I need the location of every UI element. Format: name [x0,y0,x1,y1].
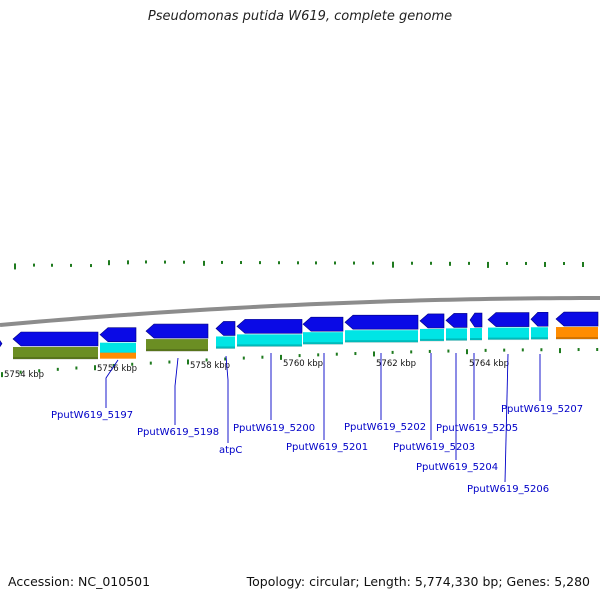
cog-segment [531,327,548,340]
gene-label-5205[interactable]: PputW619_5205 [436,423,518,434]
gene-label-5197[interactable]: PputW619_5197 [51,410,133,421]
cog-segment-shadow [237,344,302,347]
cds-arrow [215,321,236,336]
cog-segment-shadow [446,338,467,341]
cds-arrow [99,327,137,342]
cog-segment-shadow [470,338,482,341]
map-title: Pseudomonas putida W619, complete genome [147,9,453,24]
scale-label-5758: 5758 kbp [190,361,230,371]
cds-arrow [344,314,419,330]
cds-arrow [530,311,549,327]
scale-label-5764: 5764 kbp [469,359,509,369]
label-leader-lines [105,353,541,483]
leader-line [504,353,509,483]
cog-segment-shadow [531,337,548,340]
cds-arrow [145,323,209,339]
gene-label-5201[interactable]: PputW619_5201 [286,442,368,453]
backbone-line [0,296,600,327]
gene-label-5198[interactable]: PputW619_5198 [137,427,219,438]
cds-arrow [419,313,445,329]
cds-track [0,311,599,348]
gene-label-5207[interactable]: PputW619_5207 [501,404,583,415]
cog-segment [216,336,235,349]
scale-ticks [1,348,599,378]
gene-label-5200[interactable]: PputW619_5200 [233,423,315,434]
cog-segment-shadow [303,342,343,345]
leader-line [105,359,119,408]
cog-segment [13,347,98,360]
cds-arrow [445,313,468,328]
backbone-arc [0,296,600,327]
cds-arrow [236,319,303,334]
cog-segment [488,327,529,340]
cog-segment [470,328,482,341]
cds-arrow [469,312,483,328]
cog-segment [303,332,343,345]
scale-label-5756: 5756 kbp [97,364,137,374]
cog-segment-shadow [13,357,98,360]
cog-segment [556,327,598,340]
cog-segment-shadow [146,349,208,352]
cog-segment [100,352,136,359]
cog-track [13,327,598,360]
cog-segment [100,342,136,355]
cds-arrow [555,311,599,327]
gc-skew-track [14,260,584,270]
cog-segment-shadow [488,337,529,341]
gene-label-5204[interactable]: PputW619_5204 [416,462,498,473]
accession-label: Accession: NC_010501 [8,574,151,589]
cog-segment-shadow [420,338,444,342]
cog-segment [146,339,208,352]
scale-label-5762: 5762 kbp [376,359,416,369]
gene-label-atpC[interactable]: atpC [219,445,242,456]
cog-segment [345,330,418,343]
cog-segment-shadow [216,346,235,349]
leader-line [174,357,179,425]
cds-arrow [0,340,3,348]
cog-segment [446,328,467,341]
cog-segment-shadow [345,340,418,343]
genome-summary: Topology: circular; Length: 5,774,330 bp… [246,574,590,589]
leader-line [225,355,229,443]
cog-segment-shadow [556,337,598,340]
scale-label-5760: 5760 kbp [283,359,323,369]
scale-label-5754: 5754 kbp [4,370,44,380]
cog-segment [420,328,444,341]
cog-segment [237,334,302,347]
gene-label-5206[interactable]: PputW619_5206 [467,484,549,495]
cds-arrow [302,316,344,332]
gene-label-5203[interactable]: PputW619_5203 [393,442,475,453]
gene-label-5202[interactable]: PputW619_5202 [344,422,426,433]
cds-arrow [12,331,99,347]
cds-arrow [487,312,530,327]
